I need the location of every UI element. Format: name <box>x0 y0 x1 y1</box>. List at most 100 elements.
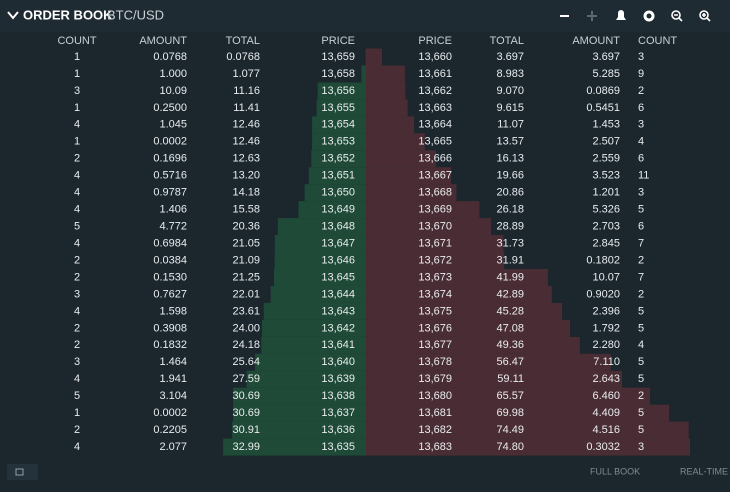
ask-cell: 13,668 <box>418 187 452 199</box>
ask-cell: 3 <box>638 441 644 453</box>
ask-cell: 3 <box>638 119 644 131</box>
bid-cell: 1.045 <box>159 119 187 131</box>
ask-cell: 65.57 <box>496 390 524 402</box>
ask-cell: 31.73 <box>496 237 524 249</box>
ask-cell: 13,682 <box>418 424 452 436</box>
ask-cell: 45.28 <box>496 305 524 317</box>
bid-cell: 13,642 <box>321 322 355 334</box>
bid-cell: 13,656 <box>321 85 355 97</box>
bid-depth-bar <box>277 218 366 236</box>
bid-cell: 1.000 <box>159 68 187 80</box>
bid-column-header: COUNT <box>57 35 96 47</box>
ask-cell: 5 <box>638 373 644 385</box>
bid-cell: 1.406 <box>159 204 187 216</box>
ask-cell: 2.559 <box>592 153 620 165</box>
ask-cell: 9.615 <box>496 102 524 114</box>
bid-cell: 0.1832 <box>153 339 187 351</box>
bid-cell: 4 <box>74 170 80 182</box>
bid-cell: 4 <box>74 119 80 131</box>
ask-cell: 0.0869 <box>586 85 620 97</box>
ask-depth-bar <box>366 302 563 320</box>
ask-depth-bar <box>366 184 457 202</box>
ask-cell: 13,670 <box>418 221 452 233</box>
bid-cell: 21.05 <box>232 237 260 249</box>
bid-depth-bar <box>273 269 366 286</box>
collapse-icon[interactable] <box>7 11 19 20</box>
bid-cell: 11.16 <box>233 85 260 97</box>
bid-cell: 13,655 <box>321 102 355 114</box>
ask-cell: 5 <box>638 305 644 317</box>
bid-cell: 10.09 <box>159 85 187 97</box>
bid-column-header: AMOUNT <box>139 35 187 47</box>
ask-cell: 13,683 <box>418 441 452 453</box>
bid-cell: 13,641 <box>321 339 355 351</box>
bid-cell: 4 <box>74 237 80 249</box>
bid-cell: 30.69 <box>232 407 260 419</box>
full-book-link[interactable]: FULL BOOK <box>590 466 640 476</box>
bid-cell: 2 <box>74 271 80 283</box>
bid-cell: 23.61 <box>232 305 260 317</box>
bid-cell: 1.598 <box>159 305 187 317</box>
bid-cell: 0.0768 <box>226 51 260 63</box>
ask-cell: 13,665 <box>418 136 452 148</box>
bid-depth-bar <box>312 116 366 134</box>
ask-cell: 13,674 <box>418 288 452 300</box>
bid-cell: 0.7627 <box>153 288 187 300</box>
ask-depth-bar <box>366 252 505 269</box>
ask-cell: 8.983 <box>496 68 524 80</box>
bid-cell: 13,636 <box>321 424 355 436</box>
zoom-in[interactable] <box>699 10 711 22</box>
ask-depth-bar <box>366 319 570 337</box>
ask-depth-bar <box>366 133 425 151</box>
rows: COUNT AMOUNT TOTAL PRICE PRICE TOTAL AMOUNT COU… <box>57 35 677 453</box>
bid-cell: 13,654 <box>321 119 355 131</box>
bid-depth-bar <box>270 285 366 303</box>
ask-cell: 5.326 <box>592 204 620 216</box>
bid-cell: 13,652 <box>321 153 355 165</box>
bid-cell: 1 <box>74 51 80 63</box>
bid-cell: 2 <box>74 254 80 266</box>
bid-depth-bar <box>298 201 366 219</box>
ask-cell: 13,677 <box>418 339 452 351</box>
bid-cell: 21.25 <box>232 271 260 283</box>
ask-cell: 13,672 <box>418 254 452 266</box>
ask-cell: 9 <box>638 68 644 80</box>
ask-cell: 74.49 <box>496 424 524 436</box>
ask-cell: 2 <box>638 85 644 97</box>
bid-depth-bar <box>246 370 366 388</box>
bid-cell: 13.20 <box>232 170 260 182</box>
bid-cell: 0.1696 <box>153 153 187 165</box>
ask-cell: 7 <box>638 237 644 249</box>
ask-cell: 59.11 <box>497 373 524 385</box>
ask-cell: 4.409 <box>592 407 620 419</box>
real-time-link[interactable]: REAL-TIME <box>680 466 728 476</box>
bid-cell: 13,640 <box>321 356 355 368</box>
increase-precision[interactable] <box>587 11 597 21</box>
ask-cell: 1.792 <box>592 322 620 334</box>
ask-column-header: TOTAL <box>490 35 524 47</box>
ask-cell: 5 <box>638 204 644 216</box>
bid-cell: 0.0002 <box>153 407 187 419</box>
alerts[interactable] <box>616 10 626 20</box>
ask-cell: 5 <box>638 356 644 368</box>
bid-cell: 2 <box>74 153 80 165</box>
bid-depth-bar <box>317 82 366 100</box>
bid-cell: 1 <box>74 102 80 114</box>
ask-cell: 2.280 <box>592 339 620 351</box>
ask-cell: 0.3032 <box>586 441 620 453</box>
ask-depth-bar <box>366 65 405 83</box>
ask-depth-bar <box>366 99 408 117</box>
ask-cell: 0.9020 <box>586 288 620 300</box>
bid-cell: 13,646 <box>321 254 355 266</box>
ask-depth-bar <box>366 82 406 100</box>
ask-depth-bar <box>366 201 480 219</box>
bid-cell: 13,650 <box>321 187 355 199</box>
ask-cell: 4 <box>638 339 644 351</box>
ask-cell: 6 <box>638 221 644 233</box>
ask-cell: 47.08 <box>496 322 524 334</box>
decrease-precision[interactable] <box>560 15 569 17</box>
zoom-out[interactable] <box>671 10 683 22</box>
ask-cell: 31.91 <box>496 254 524 266</box>
settings[interactable] <box>643 10 655 22</box>
ask-cell: 13,660 <box>418 51 452 63</box>
